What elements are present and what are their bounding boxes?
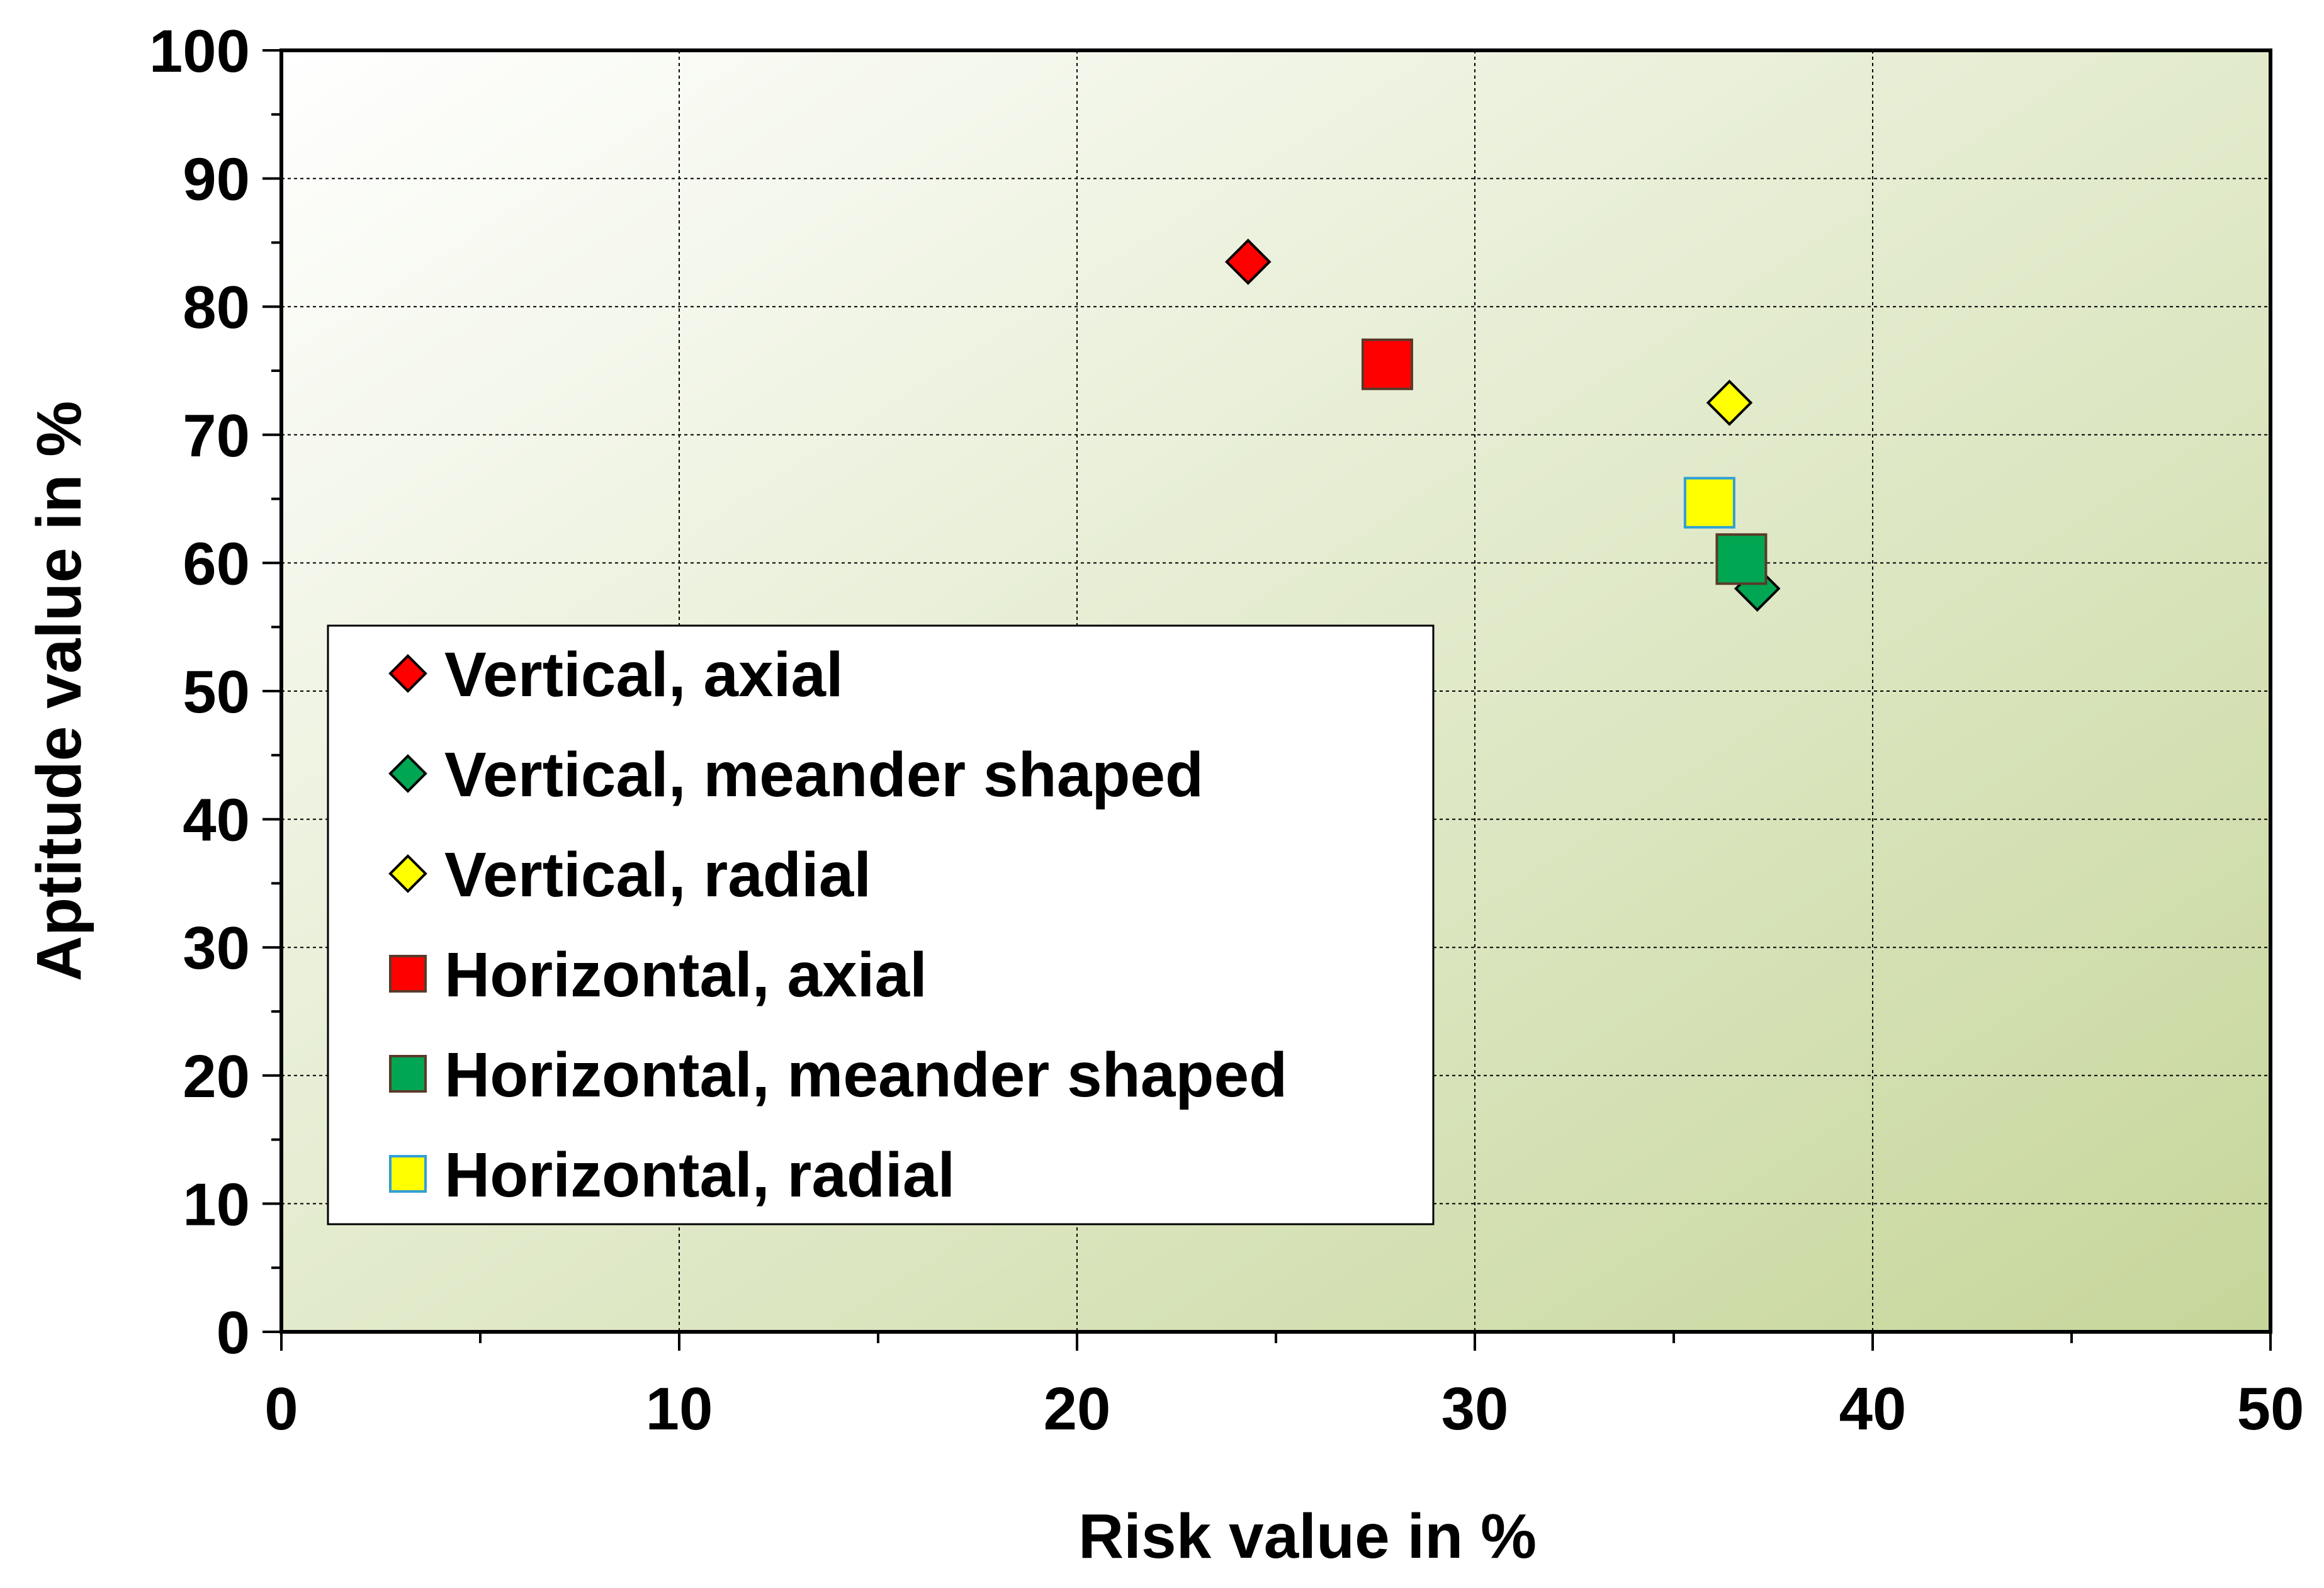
y-tick-label: 50 [183, 658, 250, 726]
legend-label: Vertical, meander shaped [444, 740, 1204, 810]
legend-marker-square [389, 1055, 427, 1093]
legend-marker-square [389, 1155, 427, 1193]
legend-entries: Vertical, axial Vertical, meander shaped V… [388, 639, 1287, 1210]
legend-label: Vertical, radial [444, 840, 871, 910]
y-tick-label: 30 [183, 915, 250, 982]
x-tick-labels: 0 10 20 30 40 50 [264, 1375, 2304, 1443]
legend: Vertical, axial Vertical, meander shaped V… [327, 624, 1435, 1225]
plot-frame [279, 48, 2272, 1334]
data-point-square [1683, 476, 1735, 529]
data-point-diamond [1224, 239, 1272, 285]
y-tick-label: 100 [149, 18, 250, 85]
x-tick-label: 20 [1044, 1375, 1111, 1443]
y-tick-label: 70 [183, 402, 250, 470]
legend-marker-diamond [388, 754, 427, 793]
y-tick-label: 60 [183, 530, 250, 597]
legend-box [327, 624, 1435, 1225]
legend-marker-square [389, 955, 427, 993]
legend-label: Horizontal, axial [444, 940, 927, 1010]
x-tick-label: 40 [1839, 1375, 1907, 1443]
y-tick-label: 10 [183, 1171, 250, 1238]
y-tick-label: 90 [183, 146, 250, 213]
x-axis-title: Risk value in % [1078, 1501, 1537, 1572]
data-point-square [1715, 533, 1768, 585]
y-tick-label: 0 [217, 1299, 250, 1366]
x-tick-label: 10 [646, 1375, 713, 1443]
data-markers [1224, 239, 1781, 612]
y-tick-label: 40 [183, 787, 250, 854]
y-axis-title: Aptitude value in % [24, 401, 94, 981]
y-tick-label: 80 [183, 274, 250, 341]
x-tick-label: 0 [264, 1375, 298, 1443]
data-point-square [1361, 338, 1413, 390]
legend-marker-diamond [388, 654, 427, 693]
legend-label: Horizontal, radial [444, 1140, 955, 1210]
x-tick-label: 50 [2237, 1375, 2304, 1443]
data-point-diamond [1706, 380, 1753, 426]
y-tick-label: 20 [183, 1043, 250, 1110]
legend-label: Vertical, axial [444, 639, 843, 710]
legend-marker-diamond [388, 854, 427, 893]
y-tick-labels: 0 10 20 30 40 50 60 70 80 90 100 [149, 18, 250, 1366]
legend-label: Horizontal, meander shaped [444, 1040, 1287, 1110]
x-tick-label: 30 [1441, 1375, 1509, 1443]
